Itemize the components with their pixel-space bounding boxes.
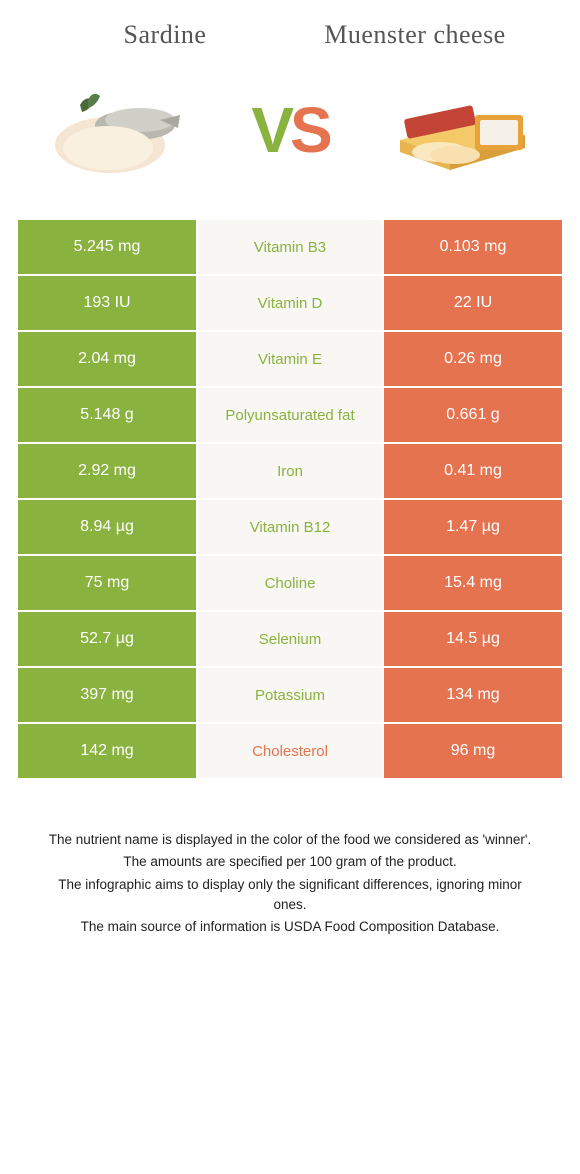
right-value: 96 mg [382, 724, 562, 778]
cheese-image [380, 70, 540, 190]
table-row: 397 mgPotassium134 mg [18, 668, 562, 724]
right-value: 0.103 mg [382, 220, 562, 274]
footer-line-3: The infographic aims to display only the… [40, 875, 540, 916]
table-row: 52.7 µgSelenium14.5 µg [18, 612, 562, 668]
nutrient-name: Vitamin E [198, 332, 382, 386]
left-value: 193 IU [18, 276, 198, 330]
nutrient-name: Vitamin B12 [198, 500, 382, 554]
right-value: 15.4 mg [382, 556, 562, 610]
table-row: 2.92 mgIron0.41 mg [18, 444, 562, 500]
nutrient-name: Potassium [198, 668, 382, 722]
table-row: 5.245 mgVitamin B30.103 mg [18, 220, 562, 276]
left-value: 2.92 mg [18, 444, 198, 498]
nutrient-name: Polyunsaturated fat [198, 388, 382, 442]
table-row: 193 IUVitamin D22 IU [18, 276, 562, 332]
left-food-title: Sardine [40, 20, 290, 50]
left-value: 52.7 µg [18, 612, 198, 666]
footer-line-4: The main source of information is USDA F… [40, 917, 540, 937]
nutrient-name: Selenium [198, 612, 382, 666]
right-value: 14.5 µg [382, 612, 562, 666]
left-value: 2.04 mg [18, 332, 198, 386]
left-value: 8.94 µg [18, 500, 198, 554]
right-value: 0.41 mg [382, 444, 562, 498]
right-value: 134 mg [382, 668, 562, 722]
right-food-title: Muenster cheese [290, 20, 540, 50]
left-value: 142 mg [18, 724, 198, 778]
sardine-image [40, 70, 200, 190]
cheese-icon [380, 70, 540, 190]
header-right: Muenster cheese [290, 20, 540, 50]
table-row: 5.148 gPolyunsaturated fat0.661 g [18, 388, 562, 444]
left-value: 5.245 mg [18, 220, 198, 274]
footer-line-1: The nutrient name is displayed in the co… [40, 830, 540, 850]
left-value: 5.148 g [18, 388, 198, 442]
header: Sardine Muenster cheese [0, 0, 580, 60]
footer-notes: The nutrient name is displayed in the co… [0, 780, 580, 959]
table-row: 75 mgCholine15.4 mg [18, 556, 562, 612]
nutrient-name: Choline [198, 556, 382, 610]
right-value: 1.47 µg [382, 500, 562, 554]
header-left: Sardine [40, 20, 290, 50]
nutrient-table: 5.245 mgVitamin B30.103 mg193 IUVitamin … [18, 220, 562, 780]
footer-line-2: The amounts are specified per 100 gram o… [40, 852, 540, 872]
right-value: 22 IU [382, 276, 562, 330]
sardine-icon [40, 70, 200, 190]
images-row: VS [0, 60, 580, 220]
vs-v: V [251, 94, 290, 166]
vs-s: S [290, 94, 329, 166]
vs-label: VS [251, 93, 328, 167]
table-row: 2.04 mgVitamin E0.26 mg [18, 332, 562, 388]
nutrient-name: Vitamin D [198, 276, 382, 330]
left-value: 75 mg [18, 556, 198, 610]
left-value: 397 mg [18, 668, 198, 722]
table-row: 8.94 µgVitamin B121.47 µg [18, 500, 562, 556]
table-row: 142 mgCholesterol96 mg [18, 724, 562, 780]
right-value: 0.26 mg [382, 332, 562, 386]
right-value: 0.661 g [382, 388, 562, 442]
nutrient-name: Iron [198, 444, 382, 498]
nutrient-name: Cholesterol [198, 724, 382, 778]
nutrient-name: Vitamin B3 [198, 220, 382, 274]
